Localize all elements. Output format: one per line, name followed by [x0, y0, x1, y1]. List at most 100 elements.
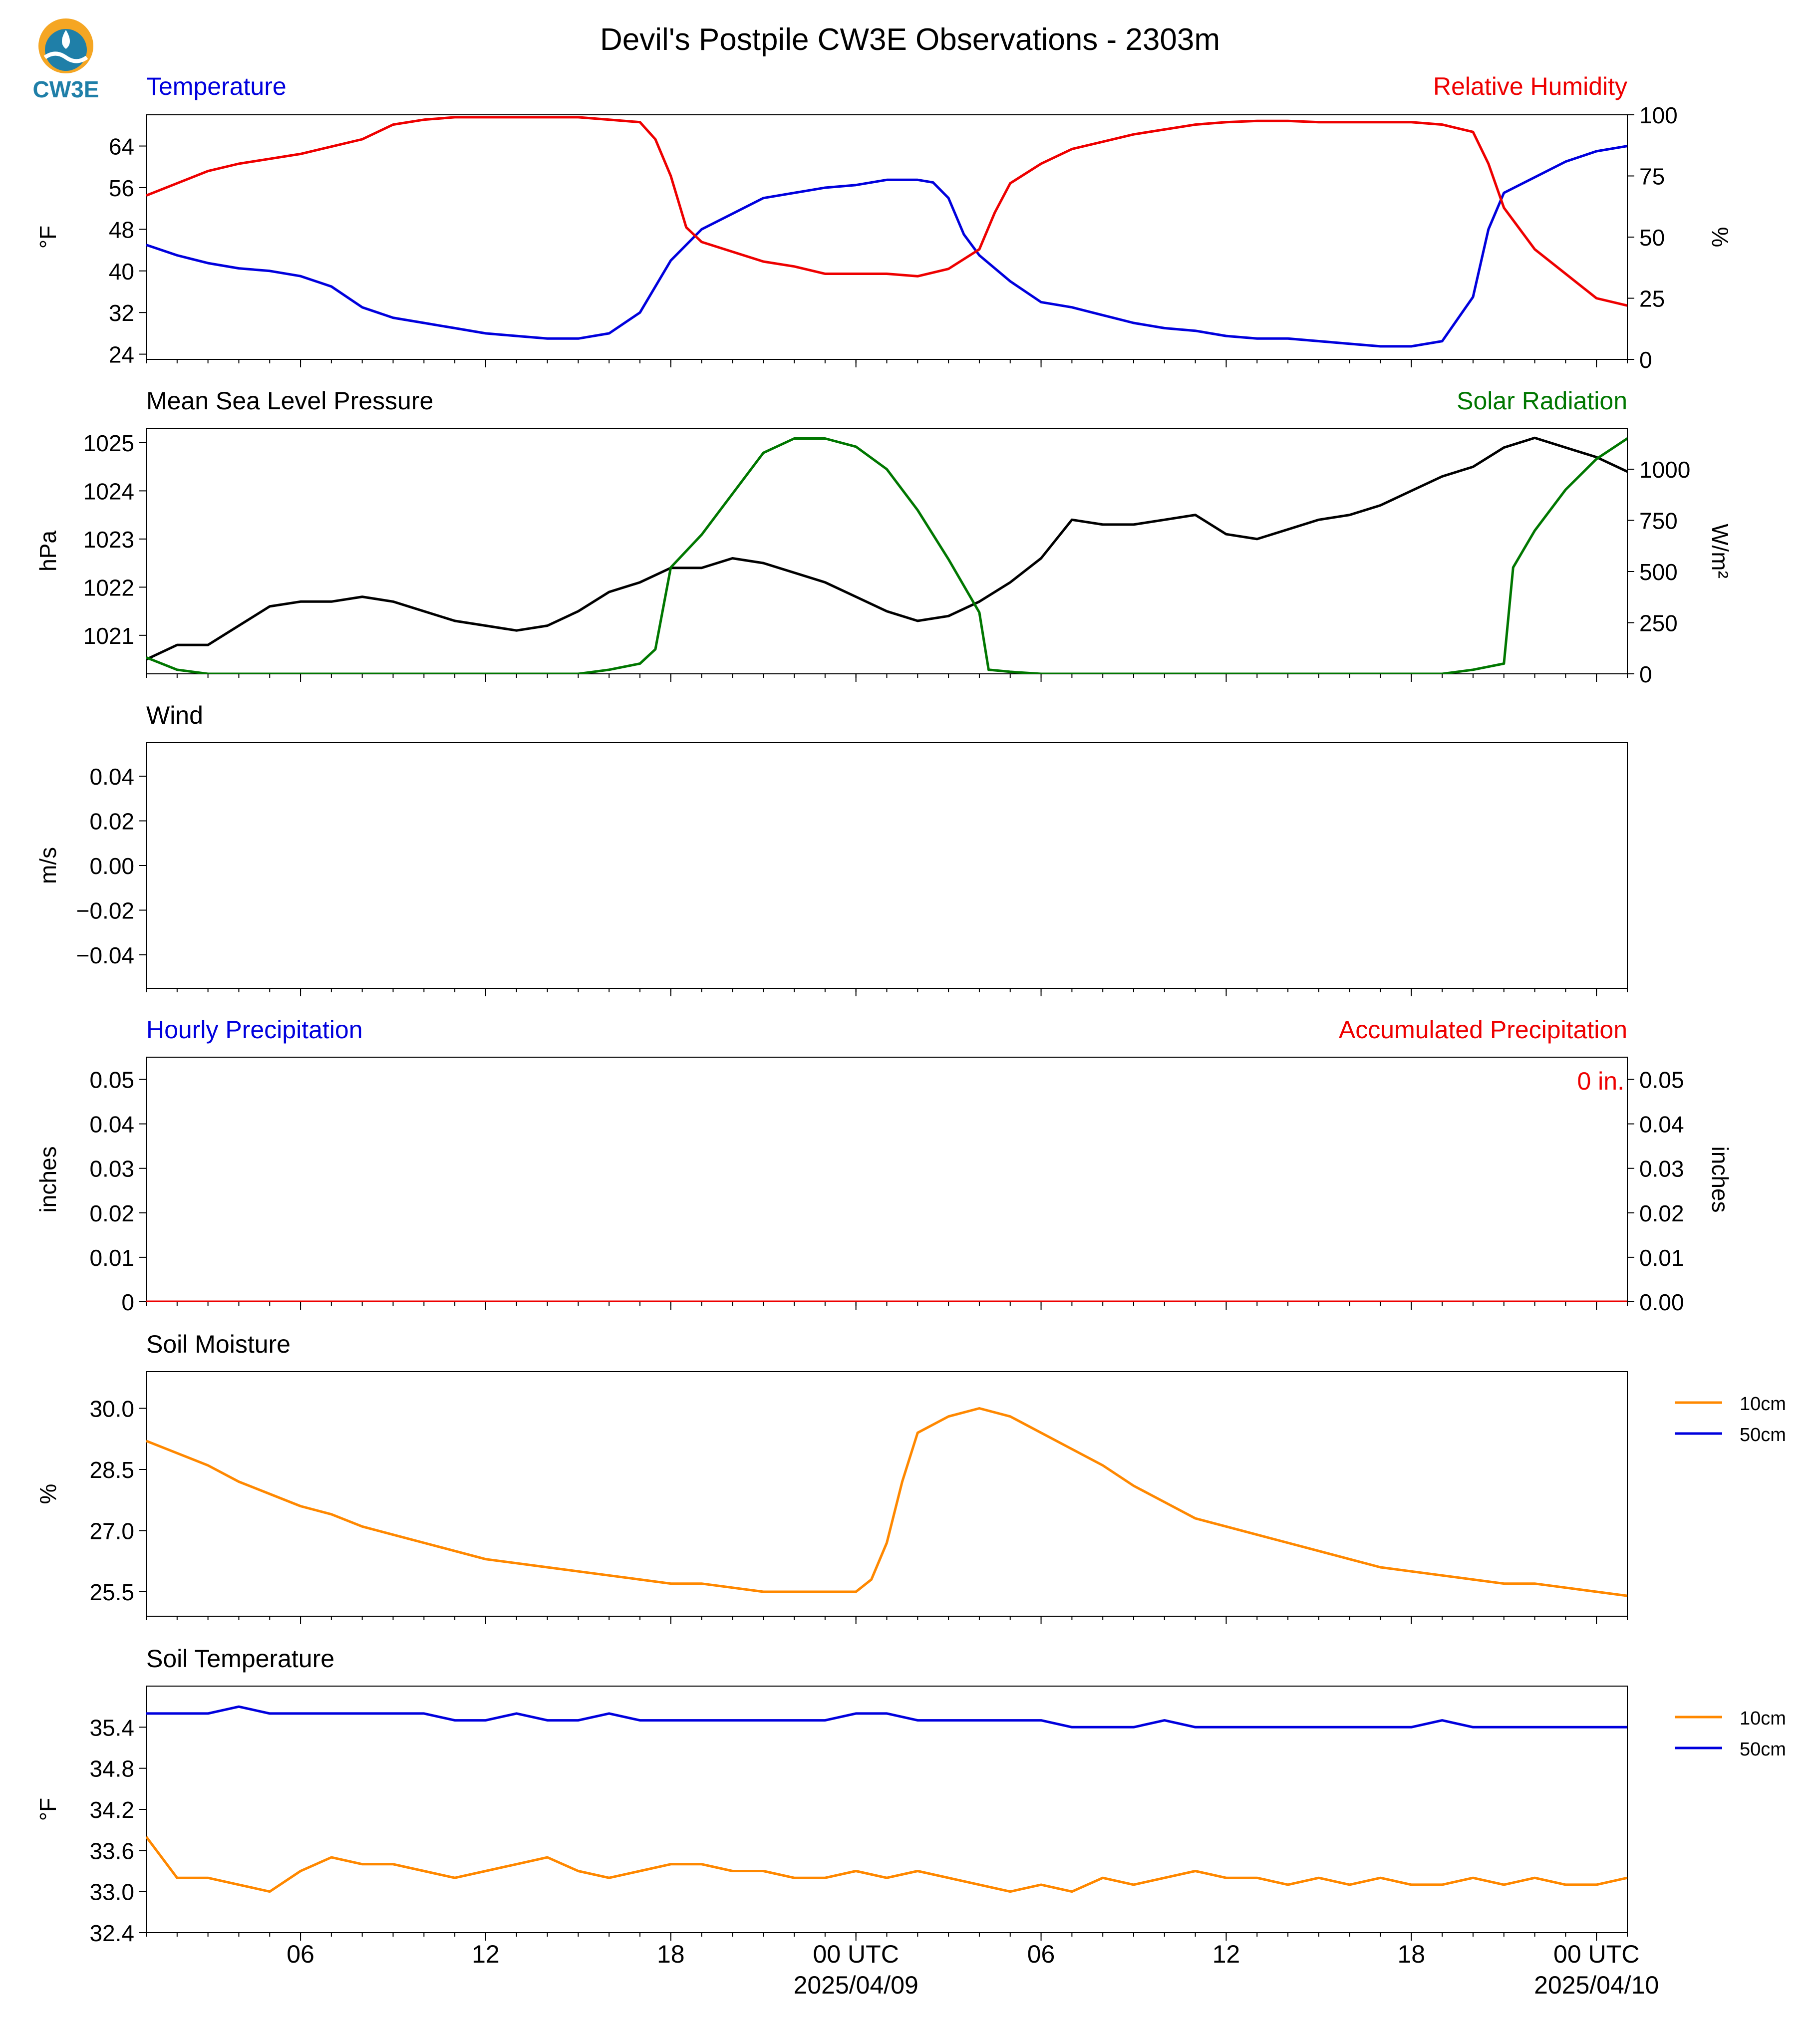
y-tick-label: 1025	[83, 430, 134, 456]
series-line-50cm	[146, 1705, 1627, 1729]
x-axis: 06 12 18 00 UTC 2025/04/09 06 12 18 00 UTC 2025/0…	[287, 1940, 1659, 1999]
y-tick-label: 1022	[83, 575, 134, 600]
y-tick-label: 27.0	[89, 1518, 134, 1544]
panel-5: Soil Moisture 25.5 27.0 28.5 30.0% 10cm 50cm	[35, 1330, 1786, 1624]
panel-left-title: Temperature	[146, 72, 287, 100]
y2-tick-label: 250	[1639, 610, 1678, 636]
y2-tick-label: 0.05	[1639, 1067, 1684, 1093]
y-tick-label: 0.04	[89, 764, 134, 790]
y-tick-label: 33.0	[89, 1879, 134, 1905]
y-tick-label: 32.4	[89, 1920, 134, 1946]
y-tick-label: 40	[109, 259, 134, 285]
x-date-label: 2025/04/10	[1534, 1971, 1659, 1999]
panel-left-title: Soil Temperature	[146, 1645, 334, 1673]
y-axis-label: °F	[35, 1798, 61, 1821]
y2-tick-label: 0	[1639, 661, 1652, 687]
y-tick-label: 0.02	[89, 1200, 134, 1226]
y-tick-label: 0.03	[89, 1156, 134, 1182]
y2-tick-label: 0.00	[1639, 1289, 1684, 1315]
x-tick-label: 00 UTC	[813, 1940, 899, 1968]
panel-6: Soil Temperature 32.4 33.0 33.6 34.2 34.8 35.4…	[35, 1645, 1786, 1946]
series-line-left	[146, 145, 1627, 348]
y-tick-label: 0.01	[89, 1245, 134, 1271]
legend-label: 50cm	[1740, 1425, 1786, 1446]
y2-tick-label: 0.03	[1639, 1156, 1684, 1182]
y-tick-label: −0.04	[76, 942, 134, 968]
y-tick-label: 25.5	[89, 1579, 134, 1605]
y-axis-label: hPa	[35, 531, 61, 572]
y-tick-label: 35.4	[89, 1715, 134, 1740]
series-line-10cm	[146, 1407, 1627, 1597]
x-tick-label: 18	[657, 1940, 685, 1968]
series-line-right	[146, 437, 1627, 674]
y2-axis-label: %	[1707, 227, 1733, 248]
panels: Temperature Relative Humidity 24 32 40 48 56 64…	[35, 72, 1786, 1946]
cw3e-logo: CW3E	[33, 18, 99, 102]
y-axis-label: °F	[35, 226, 61, 249]
y-tick-label: −0.02	[76, 897, 134, 923]
accumulated-total-label: 0 in.	[1577, 1067, 1624, 1095]
y2-tick-label: 500	[1639, 559, 1678, 585]
panel-left-title: Hourly Precipitation	[146, 1016, 363, 1044]
x-tick-label: 00 UTC	[1553, 1940, 1639, 1968]
x-date-label: 2025/04/09	[794, 1971, 918, 1999]
y-tick-label: 0.02	[89, 809, 134, 835]
logo-text: CW3E	[33, 76, 99, 102]
y-tick-label: 0.05	[89, 1067, 134, 1093]
logo-drop-icon	[62, 30, 70, 49]
legend-label: 50cm	[1740, 1739, 1786, 1760]
x-tick-label: 06	[287, 1940, 314, 1968]
y-axis-label: m/s	[35, 847, 61, 884]
y2-axis-label: W/m²	[1707, 524, 1733, 579]
panel-3: Wind −0.04 −0.02 0.00 0.02 0.04 m/s	[35, 701, 1628, 996]
x-tick-label: 12	[472, 1940, 500, 1968]
y2-tick-label: 50	[1639, 225, 1665, 251]
series-line-left	[146, 436, 1627, 661]
y-tick-label: 0	[121, 1289, 134, 1315]
series-line-right	[146, 116, 1627, 307]
y-axis-label: %	[35, 1484, 61, 1504]
panel-left-title: Mean Sea Level Pressure	[146, 387, 433, 415]
y-tick-label: 34.8	[89, 1756, 134, 1782]
panel-1: Temperature Relative Humidity 24 32 40 48 56 64…	[35, 72, 1733, 373]
series-line-10cm	[146, 1836, 1627, 1893]
y-tick-label: 0.00	[89, 853, 134, 879]
y-tick-label: 33.6	[89, 1838, 134, 1864]
y2-tick-label: 25	[1639, 286, 1665, 312]
panel-right-title: Accumulated Precipitation	[1339, 1016, 1627, 1044]
y2-tick-label: 75	[1639, 164, 1665, 190]
x-tick-label: 06	[1027, 1940, 1055, 1968]
y2-tick-label: 0.04	[1639, 1112, 1684, 1138]
y-tick-label: 48	[109, 217, 134, 243]
y-tick-label: 30.0	[89, 1396, 134, 1422]
y-tick-label: 0.04	[89, 1112, 134, 1138]
y2-tick-label: 0.02	[1639, 1200, 1684, 1226]
x-tick-label: 18	[1398, 1940, 1426, 1968]
y2-axis-label: inches	[1707, 1147, 1733, 1213]
panel-left-title: Wind	[146, 701, 203, 729]
y2-tick-label: 100	[1639, 102, 1678, 128]
y2-tick-label: 0.01	[1639, 1245, 1684, 1271]
panel-right-title: Solar Radiation	[1457, 387, 1627, 415]
y-tick-label: 56	[109, 175, 134, 201]
legend-label: 10cm	[1740, 1394, 1786, 1415]
y2-tick-label: 750	[1639, 508, 1678, 534]
logo-wave-icon	[43, 51, 88, 63]
y-axis-label: inches	[35, 1147, 61, 1213]
y2-tick-label: 1000	[1639, 457, 1690, 483]
x-tick-label: 12	[1213, 1940, 1240, 1968]
panel-4: Hourly Precipitation Accumulated Precipit…	[35, 1016, 1733, 1315]
y-tick-label: 28.5	[89, 1457, 134, 1483]
y-tick-label: 34.2	[89, 1797, 134, 1823]
chart-title: Devil's Postpile CW3E Observations - 230…	[600, 22, 1220, 57]
y-tick-label: 1024	[83, 478, 134, 504]
y-tick-label: 1023	[83, 527, 134, 553]
y2-tick-label: 0	[1639, 347, 1652, 373]
panel-left-title: Soil Moisture	[146, 1330, 291, 1358]
panel-2: Mean Sea Level Pressure Solar Radiation 10…	[35, 387, 1733, 687]
panel-right-title: Relative Humidity	[1433, 72, 1627, 100]
y-tick-label: 32	[109, 300, 134, 326]
y-tick-label: 64	[109, 134, 134, 160]
